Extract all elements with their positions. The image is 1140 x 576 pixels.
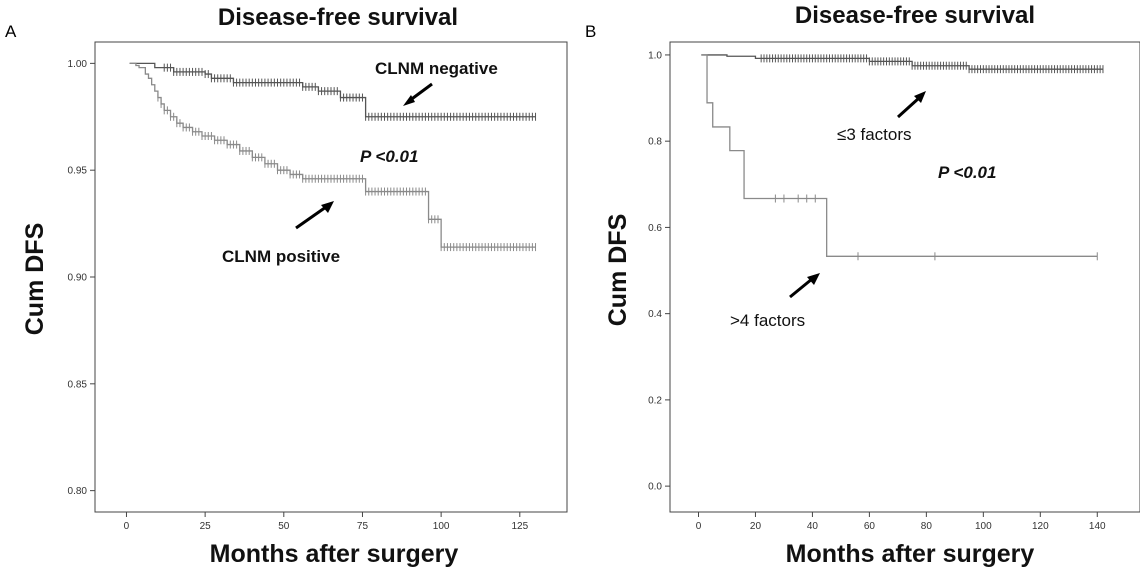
panel-b-series	[701, 54, 1104, 261]
x-tick-label: 0	[696, 521, 702, 532]
y-tick-label: 1.00	[68, 59, 88, 70]
panel-a-xlabel: Months after surgery	[210, 540, 459, 568]
panel-a-ticks: 0 25 50 75 100 125 0.80 0.85 0.90 0.95 1.00	[68, 59, 529, 532]
y-tick-label: 0.85	[68, 379, 88, 390]
x-tick-label: 120	[1032, 521, 1049, 532]
arrow-head-clnm-negative	[403, 95, 415, 106]
panel-b-plot-frame	[669, 41, 1140, 513]
arrow-clnm-negative	[408, 82, 433, 103]
y-tick-label: 0.4	[648, 309, 662, 320]
panel-b-title: Disease-free survival	[795, 2, 1035, 29]
arrow-le3-factors	[896, 96, 921, 119]
panel-b: B Disease-free survival Months after sur…	[585, 2, 1140, 568]
x-tick-label: 20	[750, 521, 762, 532]
x-tick-label: 125	[511, 521, 528, 532]
y-tick-label: 0.8	[648, 137, 662, 148]
annotation-clnm-positive: CLNM positive	[222, 247, 340, 266]
panel-b-annotations: ≤3 factors >4 factors P <0.01	[730, 91, 996, 330]
arrow-head-gt4-factors	[807, 273, 820, 285]
x-tick-label: 100	[975, 521, 992, 532]
panel-a-series	[129, 62, 537, 252]
y-tick-label: 1.0	[648, 50, 662, 61]
panel-b-ylabel: Cum DFS	[604, 214, 632, 327]
y-tick-label: 0.6	[648, 223, 662, 234]
arrow-clnm-positive	[295, 205, 327, 230]
annotation-p-value-b: P <0.01	[938, 163, 996, 182]
x-tick-label: 25	[200, 521, 212, 532]
arrow-gt4-factors	[789, 277, 813, 299]
annotation-le3-factors: ≤3 factors	[837, 125, 912, 144]
arrow-head-clnm-positive	[321, 201, 334, 213]
y-tick-label: 0.95	[68, 166, 88, 177]
x-tick-label: 60	[864, 521, 876, 532]
panel-a-title: Disease-free survival	[218, 4, 458, 31]
panel-b-ticks: 0 20 40 60 80 100 120 140 0.0 0.2 0.4 0.6 0.8 1.0	[648, 50, 1106, 532]
panel-a: A Disease-free survival Months after sur…	[5, 4, 568, 568]
panel-a-ylabel: Cum DFS	[21, 223, 49, 336]
annotation-gt4-factors: >4 factors	[730, 311, 805, 330]
x-tick-label: 80	[921, 521, 933, 532]
x-tick-label: 50	[278, 521, 290, 532]
panel-a-annotations: CLNM negative CLNM positive P <0.01	[222, 59, 498, 266]
y-tick-label: 0.2	[648, 395, 662, 406]
panel-b-letter: B	[585, 22, 596, 41]
annotation-clnm-negative: CLNM negative	[375, 59, 498, 78]
panel-b-xlabel: Months after surgery	[786, 540, 1035, 568]
x-tick-label: 140	[1089, 521, 1106, 532]
x-tick-label: 0	[124, 521, 130, 532]
annotation-p-value-a: P <0.01	[360, 147, 418, 166]
x-tick-label: 75	[357, 521, 369, 532]
y-tick-label: 0.80	[68, 486, 88, 497]
x-tick-label: 40	[807, 521, 819, 532]
series-line-4-factors	[701, 54, 1098, 257]
arrow-head-le3-factors	[914, 91, 926, 103]
panel-a-letter: A	[5, 22, 17, 41]
y-tick-label: 0.90	[68, 273, 88, 284]
y-tick-label: 0.0	[648, 482, 662, 493]
x-tick-label: 100	[433, 521, 450, 532]
